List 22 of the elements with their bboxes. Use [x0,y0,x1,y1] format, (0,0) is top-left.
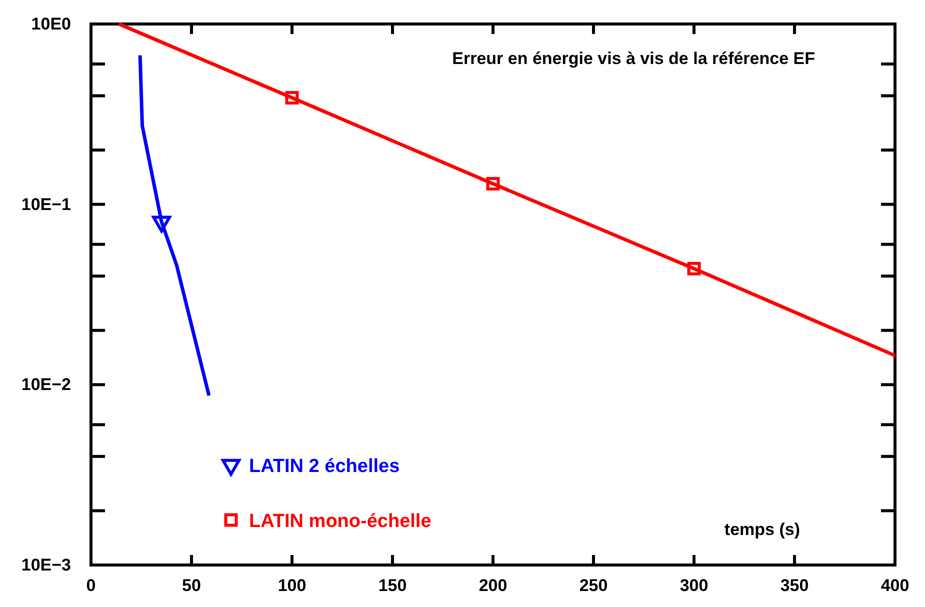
text: Erreur en énergie vis à vis de la référence EF [452,49,815,68]
x-tick-label: 0 [86,576,96,596]
line-series [117,22,897,358]
x-tick-label: 250 [579,576,608,596]
y-tick-label: 10E−3 [21,555,71,574]
x-tick-label: 150 [378,576,407,596]
x-axis-title: temps (s) [724,520,800,539]
point [687,262,701,276]
x-tick-label: 350 [780,576,809,596]
x-tick-label: 200 [478,576,508,596]
y-tick-label: 10E0 [31,14,71,34]
x-tick-label: 400 [880,576,910,596]
line-series [138,54,211,398]
legend-label: LATIN 2 échelles [249,456,400,477]
y-tick-label: 10E−2 [21,375,71,394]
x-tick-label: 100 [278,576,306,596]
legend-label: LATIN mono-échelle [249,511,432,532]
x-tick-label: 50 [182,576,201,596]
point [486,177,500,191]
x-tick-label: 300 [680,576,708,596]
point [285,91,299,104]
y-tick-label: 10E−1 [21,194,71,214]
